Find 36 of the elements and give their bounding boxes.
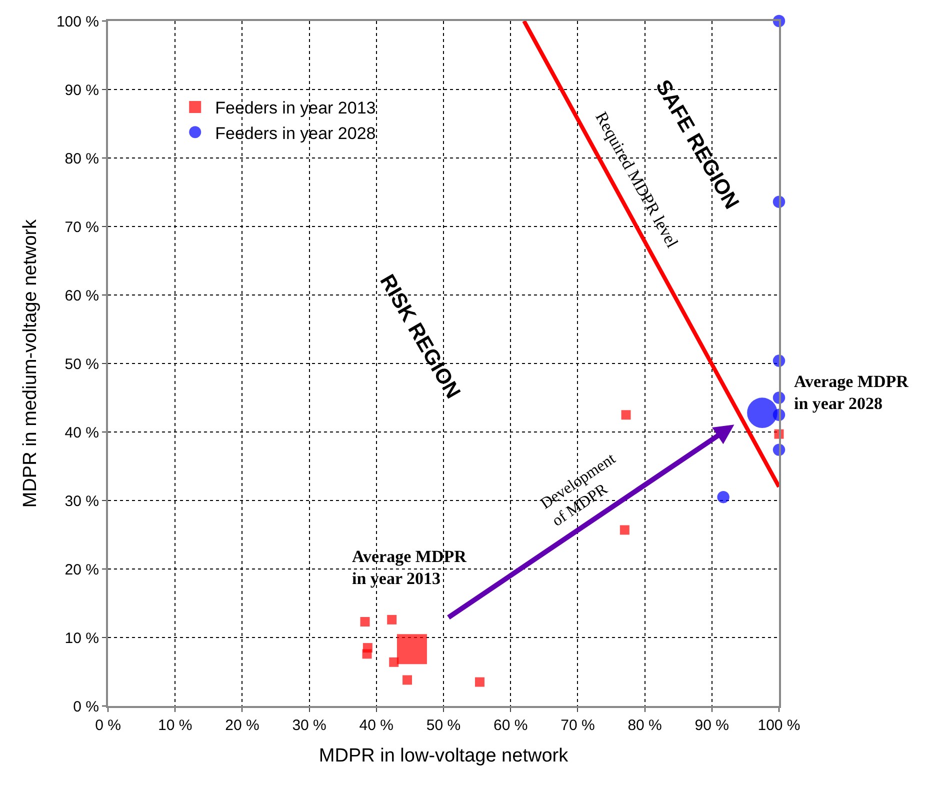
x-tick-label: 70 % [560, 717, 595, 734]
y-tick-label: 20 % [64, 561, 99, 578]
y-axis-title: MDPR in medium-voltage network [20, 218, 41, 508]
x-tick-label: 0 % [95, 717, 121, 734]
point [387, 614, 397, 624]
y-tick-label: 100 % [56, 13, 99, 30]
x-tick-label: 50 % [426, 717, 461, 734]
point [620, 525, 630, 535]
x-tick-label: 10 % [158, 717, 192, 734]
x-tick-label: 80 % [628, 717, 662, 734]
y-tick-label: 30 % [64, 492, 99, 510]
annotation: Average MDPR in year 2013 [352, 547, 468, 588]
y-tick-label: 0 % [73, 698, 99, 716]
x-tick-label: 30 % [292, 717, 326, 734]
legend-label: Feeders in year 2013 [215, 98, 376, 118]
x-tick-label: 100 % [758, 717, 800, 734]
legend-label: Feeders in year 2028 [215, 124, 376, 143]
point [362, 649, 372, 659]
annotation: Average MDPR in year 2028 [794, 372, 910, 414]
point [360, 617, 370, 626]
y-tick-label: 60 % [64, 287, 99, 304]
x-tick-label: 20 % [225, 717, 260, 734]
x-tick-label: 40 % [359, 717, 394, 734]
point [474, 677, 484, 687]
y-tick-label: 40 % [64, 424, 99, 442]
point [717, 490, 730, 504]
point [621, 410, 631, 420]
y-tick-label: 50 % [64, 356, 99, 373]
x-tick-label: 60 % [494, 717, 528, 734]
y-tick-label: 70 % [64, 218, 99, 236]
y-tick-label: 10 % [64, 630, 99, 647]
x-axis-title: MDPR in low-voltage network [318, 745, 569, 766]
y-tick-label: 90 % [64, 82, 99, 99]
y-tick-label: 80 % [64, 150, 99, 168]
point [402, 675, 412, 685]
x-tick-label: 90 % [694, 717, 729, 734]
